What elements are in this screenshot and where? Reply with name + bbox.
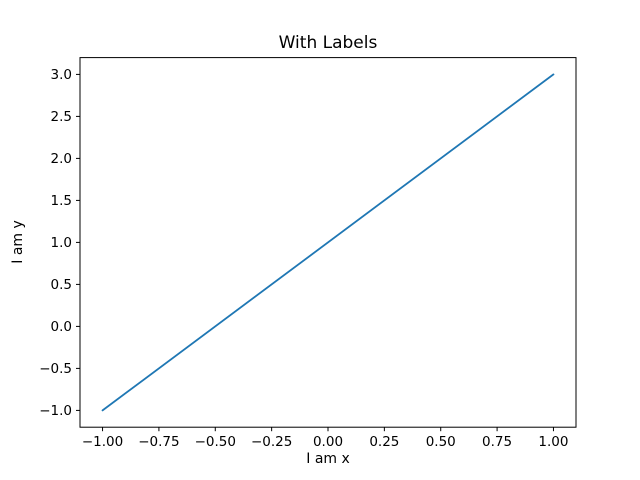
x-tick-label: −0.25 [251,434,292,450]
x-tick-label: 0.00 [313,434,343,450]
x-tick-label: −1.00 [82,434,123,450]
x-tick-label: −0.50 [195,434,236,450]
y-tick-label: 1.0 [51,235,72,251]
x-tick-label: 0.75 [482,434,512,450]
x-tick-label: −0.75 [138,434,179,450]
x-axis-label: I am x [306,451,350,467]
y-tick-label: 0.5 [51,277,72,293]
x-tick-label: 1.00 [538,434,568,450]
x-tick-label: 0.50 [426,434,456,450]
y-tick-label: 2.5 [51,109,72,125]
y-tick-label: −0.5 [39,361,72,377]
y-tick-label: 1.5 [51,193,72,209]
y-axis-label: I am y [10,220,26,264]
y-tick-label: −1.0 [39,403,72,419]
y-tick-label: 3.0 [51,67,72,83]
chart-title: With Labels [278,33,378,53]
data-line-series [101,73,555,412]
axes-frame [79,57,577,428]
y-tick-label: 2.0 [51,151,72,167]
y-tick-label: 0.0 [51,319,72,335]
x-tick-label: 0.25 [369,434,399,450]
